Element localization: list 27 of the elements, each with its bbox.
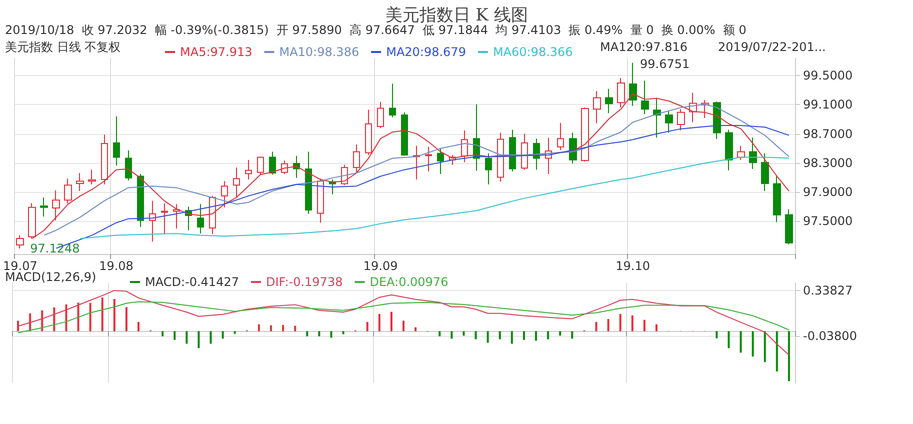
x-tick-label: 19.07 [2,259,38,273]
legend-label: MACD:-0.41427 [145,275,239,289]
y-tick-label: 99.5000 [803,68,853,82]
legend-label: MA10:98.386 [279,45,360,59]
x-tick-label: 19.09 [363,259,398,273]
chart-title: 美元指数日 K 线图 [385,6,528,26]
y-tick-label: 98.3000 [803,156,853,170]
legend-label: MA60:98.366 [492,45,573,59]
text: 2019/10/18 收 97.2032 幅 -0.39%(-0.3815) 开 97.5890 高 97.6647 低 97.1844 均 97.4103 振 0.49% 量 0 换 0.00% 额 0 [5,23,746,37]
legend-label: MA5:97.913 [180,45,252,59]
y-tick-label: 0.33827 [803,283,853,298]
legend-label: MA20:98.679 [386,45,466,59]
legend-label: DEA:0.00976 [370,275,448,289]
y-tick-label: -0.03800 [803,328,857,343]
y-tick-label: 99.1000 [803,98,853,112]
text: MA120:97.816 [600,40,688,54]
annotation: MACD(12,26,9) [5,270,96,284]
x-tick-label: 19.08 [99,259,134,273]
annotation: 97.1248 [30,242,80,256]
y-tick-label: 98.7000 [803,126,853,141]
text: 美元指数 日线 不复权 [5,40,121,54]
y-tick-label: 97.5000 [803,214,853,228]
y-tick-label: 97.9000 [803,185,853,200]
x-tick-label: 19.10 [616,259,650,273]
annotation: 99.6751 [640,57,690,71]
text: 2019/07/22-201... [718,40,826,54]
legend-label: DIF:-0.19738 [266,275,343,289]
